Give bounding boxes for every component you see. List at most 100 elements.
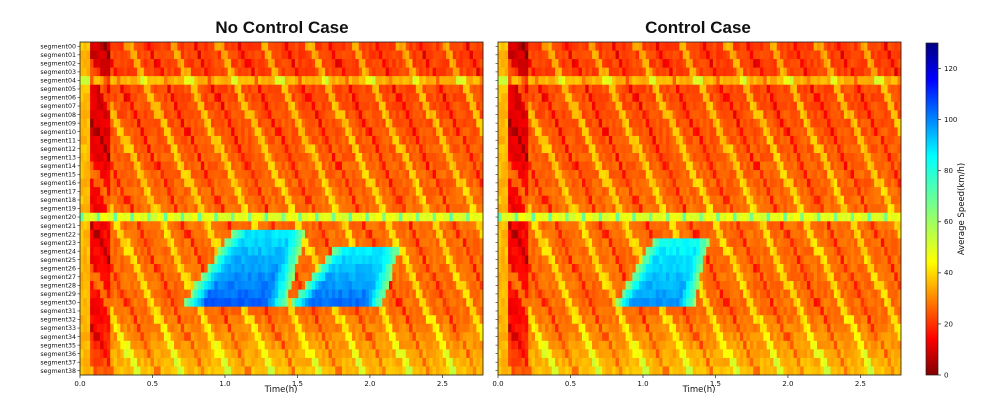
heatmap-cell — [298, 315, 303, 325]
heatmap-cell — [469, 195, 474, 205]
heatmap-cell — [429, 255, 434, 265]
heatmap-cell — [331, 144, 336, 154]
y-tick-label: segment14 — [40, 163, 76, 170]
heatmap-cell — [419, 204, 423, 214]
heatmap-cell — [80, 110, 84, 120]
heatmap-cell — [184, 255, 188, 265]
heatmap-cell — [254, 153, 259, 162]
heatmap-cell — [298, 118, 303, 128]
heatmap-cell — [116, 127, 121, 137]
heatmap-cell — [113, 195, 118, 205]
heatmap-cell — [472, 101, 477, 111]
heatmap-cell — [204, 204, 209, 214]
heatmap-cell — [335, 67, 339, 77]
heatmap-cell — [362, 264, 366, 273]
heatmap-cell — [335, 170, 339, 180]
heatmap-cell — [291, 195, 296, 205]
heatmap-cell — [341, 135, 346, 145]
heatmap-cell — [355, 289, 360, 299]
heatmap-cell — [449, 212, 454, 222]
heatmap-cell — [378, 332, 383, 342]
heatmap-cell — [143, 229, 148, 239]
heatmap-cell — [345, 101, 350, 111]
heatmap-cell — [197, 332, 202, 342]
heatmap-cell — [365, 50, 370, 60]
heatmap-cell — [456, 101, 460, 111]
heatmap-cell — [298, 161, 303, 171]
heatmap-cell — [113, 170, 118, 180]
heatmap-cell — [167, 93, 172, 103]
heatmap-cell — [217, 264, 222, 273]
heatmap-cell — [200, 366, 205, 376]
heatmap-cell — [271, 170, 276, 180]
heatmap-cell — [382, 366, 387, 376]
heatmap-cell — [170, 272, 175, 282]
heatmap-cell — [244, 67, 249, 77]
heatmap-cell — [622, 42, 627, 51]
heatmap-cell — [335, 221, 339, 231]
heatmap-cell — [204, 306, 209, 316]
heatmap-cell — [150, 229, 155, 239]
heatmap-cell — [462, 357, 467, 367]
heatmap-cell — [103, 127, 108, 137]
heatmap-cell — [571, 42, 576, 51]
heatmap-cell — [665, 42, 670, 51]
heatmap-cell — [163, 323, 168, 333]
heatmap-cell — [190, 366, 195, 376]
heatmap-cell — [133, 221, 138, 231]
heatmap-cell — [462, 264, 467, 273]
heatmap-cell — [96, 84, 101, 94]
heatmap-cell — [392, 42, 397, 51]
heatmap-cell — [113, 161, 118, 171]
heatmap-cell — [877, 42, 882, 51]
heatmap-cell — [462, 281, 467, 291]
heatmap-cell — [442, 170, 447, 180]
heatmap-cell — [271, 195, 276, 205]
heatmap-cell — [227, 42, 232, 51]
heatmap-cell — [419, 153, 423, 162]
heatmap-cell — [123, 281, 128, 291]
heatmap-cell — [469, 357, 474, 367]
heatmap-cell — [278, 332, 282, 342]
heatmap-cell — [163, 332, 168, 342]
heatmap-cell — [335, 323, 339, 333]
heatmap-cell — [459, 323, 464, 333]
y-tick-label: segment36 — [40, 351, 76, 358]
heatmap-cell — [358, 221, 363, 231]
heatmap-cell — [311, 42, 316, 51]
heatmap-cell — [261, 246, 266, 256]
heatmap-cell — [358, 50, 363, 60]
heatmap-cell — [442, 357, 447, 367]
heatmap-cell — [571, 50, 576, 60]
heatmap-cell — [368, 118, 373, 128]
heatmap-cell — [251, 246, 256, 256]
heatmap-cell — [137, 298, 141, 308]
heatmap-cell — [810, 42, 815, 51]
heatmap-cell — [103, 59, 108, 69]
heatmap-cell — [194, 76, 198, 86]
heatmap-cell — [200, 161, 205, 171]
heatmap-cell — [234, 67, 239, 77]
heatmap-cell — [200, 221, 205, 231]
heatmap-cell — [123, 340, 128, 350]
heatmap-cell — [382, 306, 387, 316]
heatmap-cell — [318, 127, 323, 137]
heatmap-cell — [237, 272, 242, 282]
heatmap-cell — [187, 50, 192, 60]
heatmap-cell — [251, 118, 256, 128]
heatmap-cell — [207, 161, 212, 171]
heatmap-cell — [170, 298, 175, 308]
heatmap-cell — [113, 204, 118, 214]
heatmap-cell — [268, 59, 272, 69]
heatmap-cell — [93, 153, 98, 162]
heatmap-cell — [174, 127, 178, 137]
heatmap-cell — [810, 50, 815, 60]
heatmap-cell — [298, 76, 303, 86]
heatmap-cell — [86, 195, 91, 205]
y-tick-label: segment23 — [40, 240, 76, 247]
heatmap-cell — [90, 187, 94, 197]
heatmap-cell — [200, 204, 205, 214]
heatmap-cell — [261, 153, 266, 162]
heatmap-cell — [147, 59, 151, 69]
heatmap-cell — [395, 357, 400, 367]
